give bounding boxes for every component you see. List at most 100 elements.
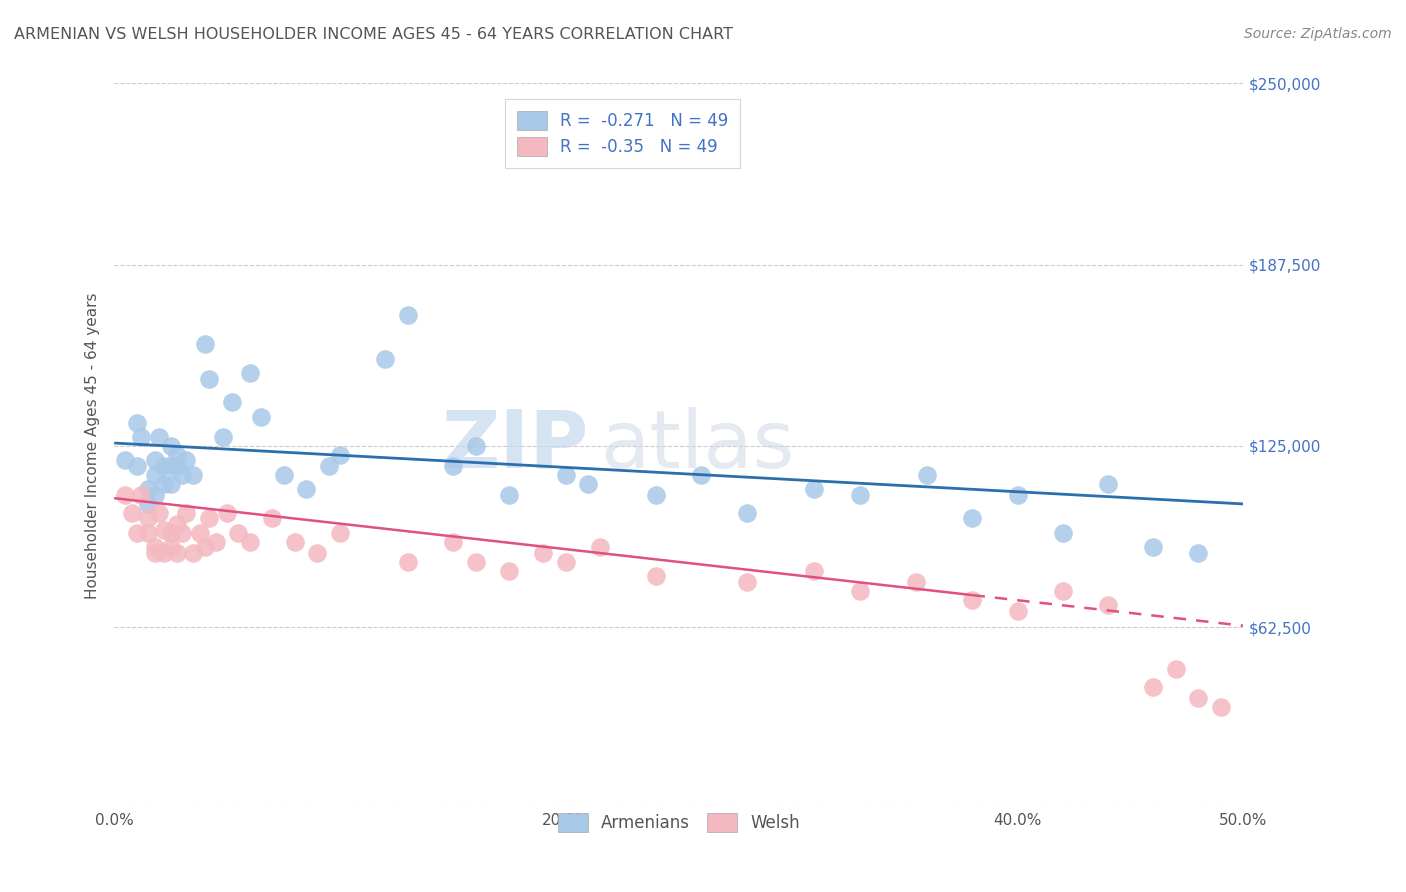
Point: [148, 430, 170, 444]
Point: [1007, 488, 1029, 502]
Legend: Armenians, Welsh: Armenians, Welsh: [546, 801, 811, 844]
Point: [198, 372, 221, 386]
Point: [589, 541, 612, 555]
Text: ZIP: ZIP: [441, 407, 589, 485]
Point: [848, 488, 870, 502]
Point: [198, 511, 221, 525]
Point: [262, 511, 284, 525]
Point: [114, 488, 136, 502]
Point: [176, 453, 198, 467]
Point: [176, 506, 198, 520]
Point: [188, 525, 211, 540]
Point: [1052, 525, 1074, 540]
Point: [121, 506, 143, 520]
Y-axis label: Householder Income Ages 45 - 64 years: Householder Income Ages 45 - 64 years: [86, 293, 100, 599]
Point: [1187, 691, 1209, 706]
Point: [531, 546, 554, 560]
Point: [645, 569, 668, 583]
Point: [166, 459, 188, 474]
Point: [228, 525, 250, 540]
Point: [554, 467, 576, 482]
Point: [143, 546, 166, 560]
Point: [125, 525, 148, 540]
Point: [170, 525, 193, 540]
Point: [735, 506, 758, 520]
Point: [645, 488, 668, 502]
Point: [136, 483, 159, 497]
Point: [166, 546, 188, 560]
Point: [136, 497, 159, 511]
Point: [250, 409, 273, 424]
Point: [114, 453, 136, 467]
Point: [143, 453, 166, 467]
Point: [205, 534, 228, 549]
Point: [1142, 680, 1164, 694]
Point: [464, 439, 486, 453]
Point: [1097, 476, 1119, 491]
Point: [129, 488, 152, 502]
Point: [159, 541, 181, 555]
Point: [848, 583, 870, 598]
Point: [554, 555, 576, 569]
Point: [239, 367, 262, 381]
Point: [284, 534, 307, 549]
Point: [1052, 583, 1074, 598]
Point: [143, 541, 166, 555]
Point: [159, 476, 181, 491]
Point: [148, 506, 170, 520]
Point: [129, 430, 152, 444]
Point: [396, 309, 419, 323]
Point: [181, 546, 204, 560]
Point: [159, 459, 181, 474]
Point: [396, 555, 419, 569]
Text: ARMENIAN VS WELSH HOUSEHOLDER INCOME AGES 45 - 64 YEARS CORRELATION CHART: ARMENIAN VS WELSH HOUSEHOLDER INCOME AGE…: [14, 27, 733, 42]
Point: [735, 575, 758, 590]
Point: [1007, 604, 1029, 618]
Point: [498, 564, 520, 578]
Text: Source: ZipAtlas.com: Source: ZipAtlas.com: [1244, 27, 1392, 41]
Point: [329, 525, 352, 540]
Point: [217, 506, 239, 520]
Point: [159, 439, 181, 453]
Point: [143, 488, 166, 502]
Point: [239, 534, 262, 549]
Point: [374, 351, 396, 366]
Point: [1187, 546, 1209, 560]
Point: [193, 541, 215, 555]
Point: [273, 467, 295, 482]
Point: [464, 555, 486, 569]
Point: [1142, 541, 1164, 555]
Point: [181, 467, 204, 482]
Point: [159, 525, 181, 540]
Point: [803, 564, 825, 578]
Point: [153, 546, 176, 560]
Point: [221, 395, 243, 409]
Point: [441, 459, 464, 474]
Point: [153, 523, 176, 537]
Point: [498, 488, 520, 502]
Point: [578, 476, 600, 491]
Point: [1097, 599, 1119, 613]
Point: [166, 517, 188, 532]
Point: [136, 525, 159, 540]
Point: [166, 448, 188, 462]
Point: [904, 575, 927, 590]
Text: atlas: atlas: [600, 407, 794, 485]
Point: [962, 511, 984, 525]
Point: [307, 546, 329, 560]
Point: [1209, 700, 1232, 714]
Point: [153, 459, 176, 474]
Point: [803, 483, 825, 497]
Point: [329, 448, 352, 462]
Point: [153, 476, 176, 491]
Point: [136, 511, 159, 525]
Point: [211, 430, 233, 444]
Point: [193, 337, 215, 351]
Point: [170, 467, 193, 482]
Point: [917, 467, 939, 482]
Point: [1164, 662, 1187, 676]
Point: [962, 592, 984, 607]
Point: [143, 467, 166, 482]
Point: [295, 483, 318, 497]
Point: [125, 416, 148, 430]
